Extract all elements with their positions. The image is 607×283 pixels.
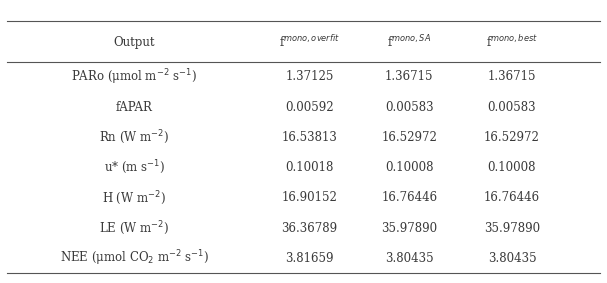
Text: 35.97890: 35.97890 (484, 222, 540, 235)
Text: 0.00592: 0.00592 (285, 100, 334, 113)
Text: 3.80435: 3.80435 (385, 252, 433, 265)
Text: u* (m s$^{-1}$): u* (m s$^{-1}$) (104, 159, 165, 176)
Text: LE (W m$^{-2}$): LE (W m$^{-2}$) (100, 219, 169, 237)
Text: 16.53813: 16.53813 (282, 131, 337, 144)
Text: 1.36715: 1.36715 (385, 70, 433, 83)
Text: 35.97890: 35.97890 (381, 222, 437, 235)
Text: f$^{mono,best}$: f$^{mono,best}$ (486, 34, 538, 50)
Text: 16.90152: 16.90152 (282, 191, 337, 204)
Text: PARo (μmol m$^{-2}$ s$^{-1}$): PARo (μmol m$^{-2}$ s$^{-1}$) (72, 67, 197, 87)
Text: 36.36789: 36.36789 (282, 222, 337, 235)
Text: 0.10008: 0.10008 (385, 161, 433, 174)
Text: Output: Output (114, 36, 155, 48)
Text: 1.37125: 1.37125 (285, 70, 334, 83)
Text: 16.52972: 16.52972 (381, 131, 437, 144)
Text: 16.76446: 16.76446 (484, 191, 540, 204)
Text: 0.00583: 0.00583 (487, 100, 536, 113)
Text: Rn (W m$^{-2}$): Rn (W m$^{-2}$) (100, 128, 169, 146)
Text: f$^{mono,overfit}$: f$^{mono,overfit}$ (279, 34, 340, 50)
Text: 16.52972: 16.52972 (484, 131, 540, 144)
Text: 0.00583: 0.00583 (385, 100, 433, 113)
Text: 0.10008: 0.10008 (487, 161, 536, 174)
Text: 16.76446: 16.76446 (381, 191, 437, 204)
Text: 0.10018: 0.10018 (285, 161, 334, 174)
Text: 3.81659: 3.81659 (285, 252, 334, 265)
Text: NEE (μmol CO$_2$ m$^{-2}$ s$^{-1}$): NEE (μmol CO$_2$ m$^{-2}$ s$^{-1}$) (60, 248, 209, 268)
Text: 1.36715: 1.36715 (487, 70, 536, 83)
Text: f$^{mono,SA}$: f$^{mono,SA}$ (387, 34, 432, 50)
Text: H (W m$^{-2}$): H (W m$^{-2}$) (103, 189, 166, 207)
Text: fAPAR: fAPAR (116, 100, 153, 113)
Text: 3.80435: 3.80435 (487, 252, 536, 265)
